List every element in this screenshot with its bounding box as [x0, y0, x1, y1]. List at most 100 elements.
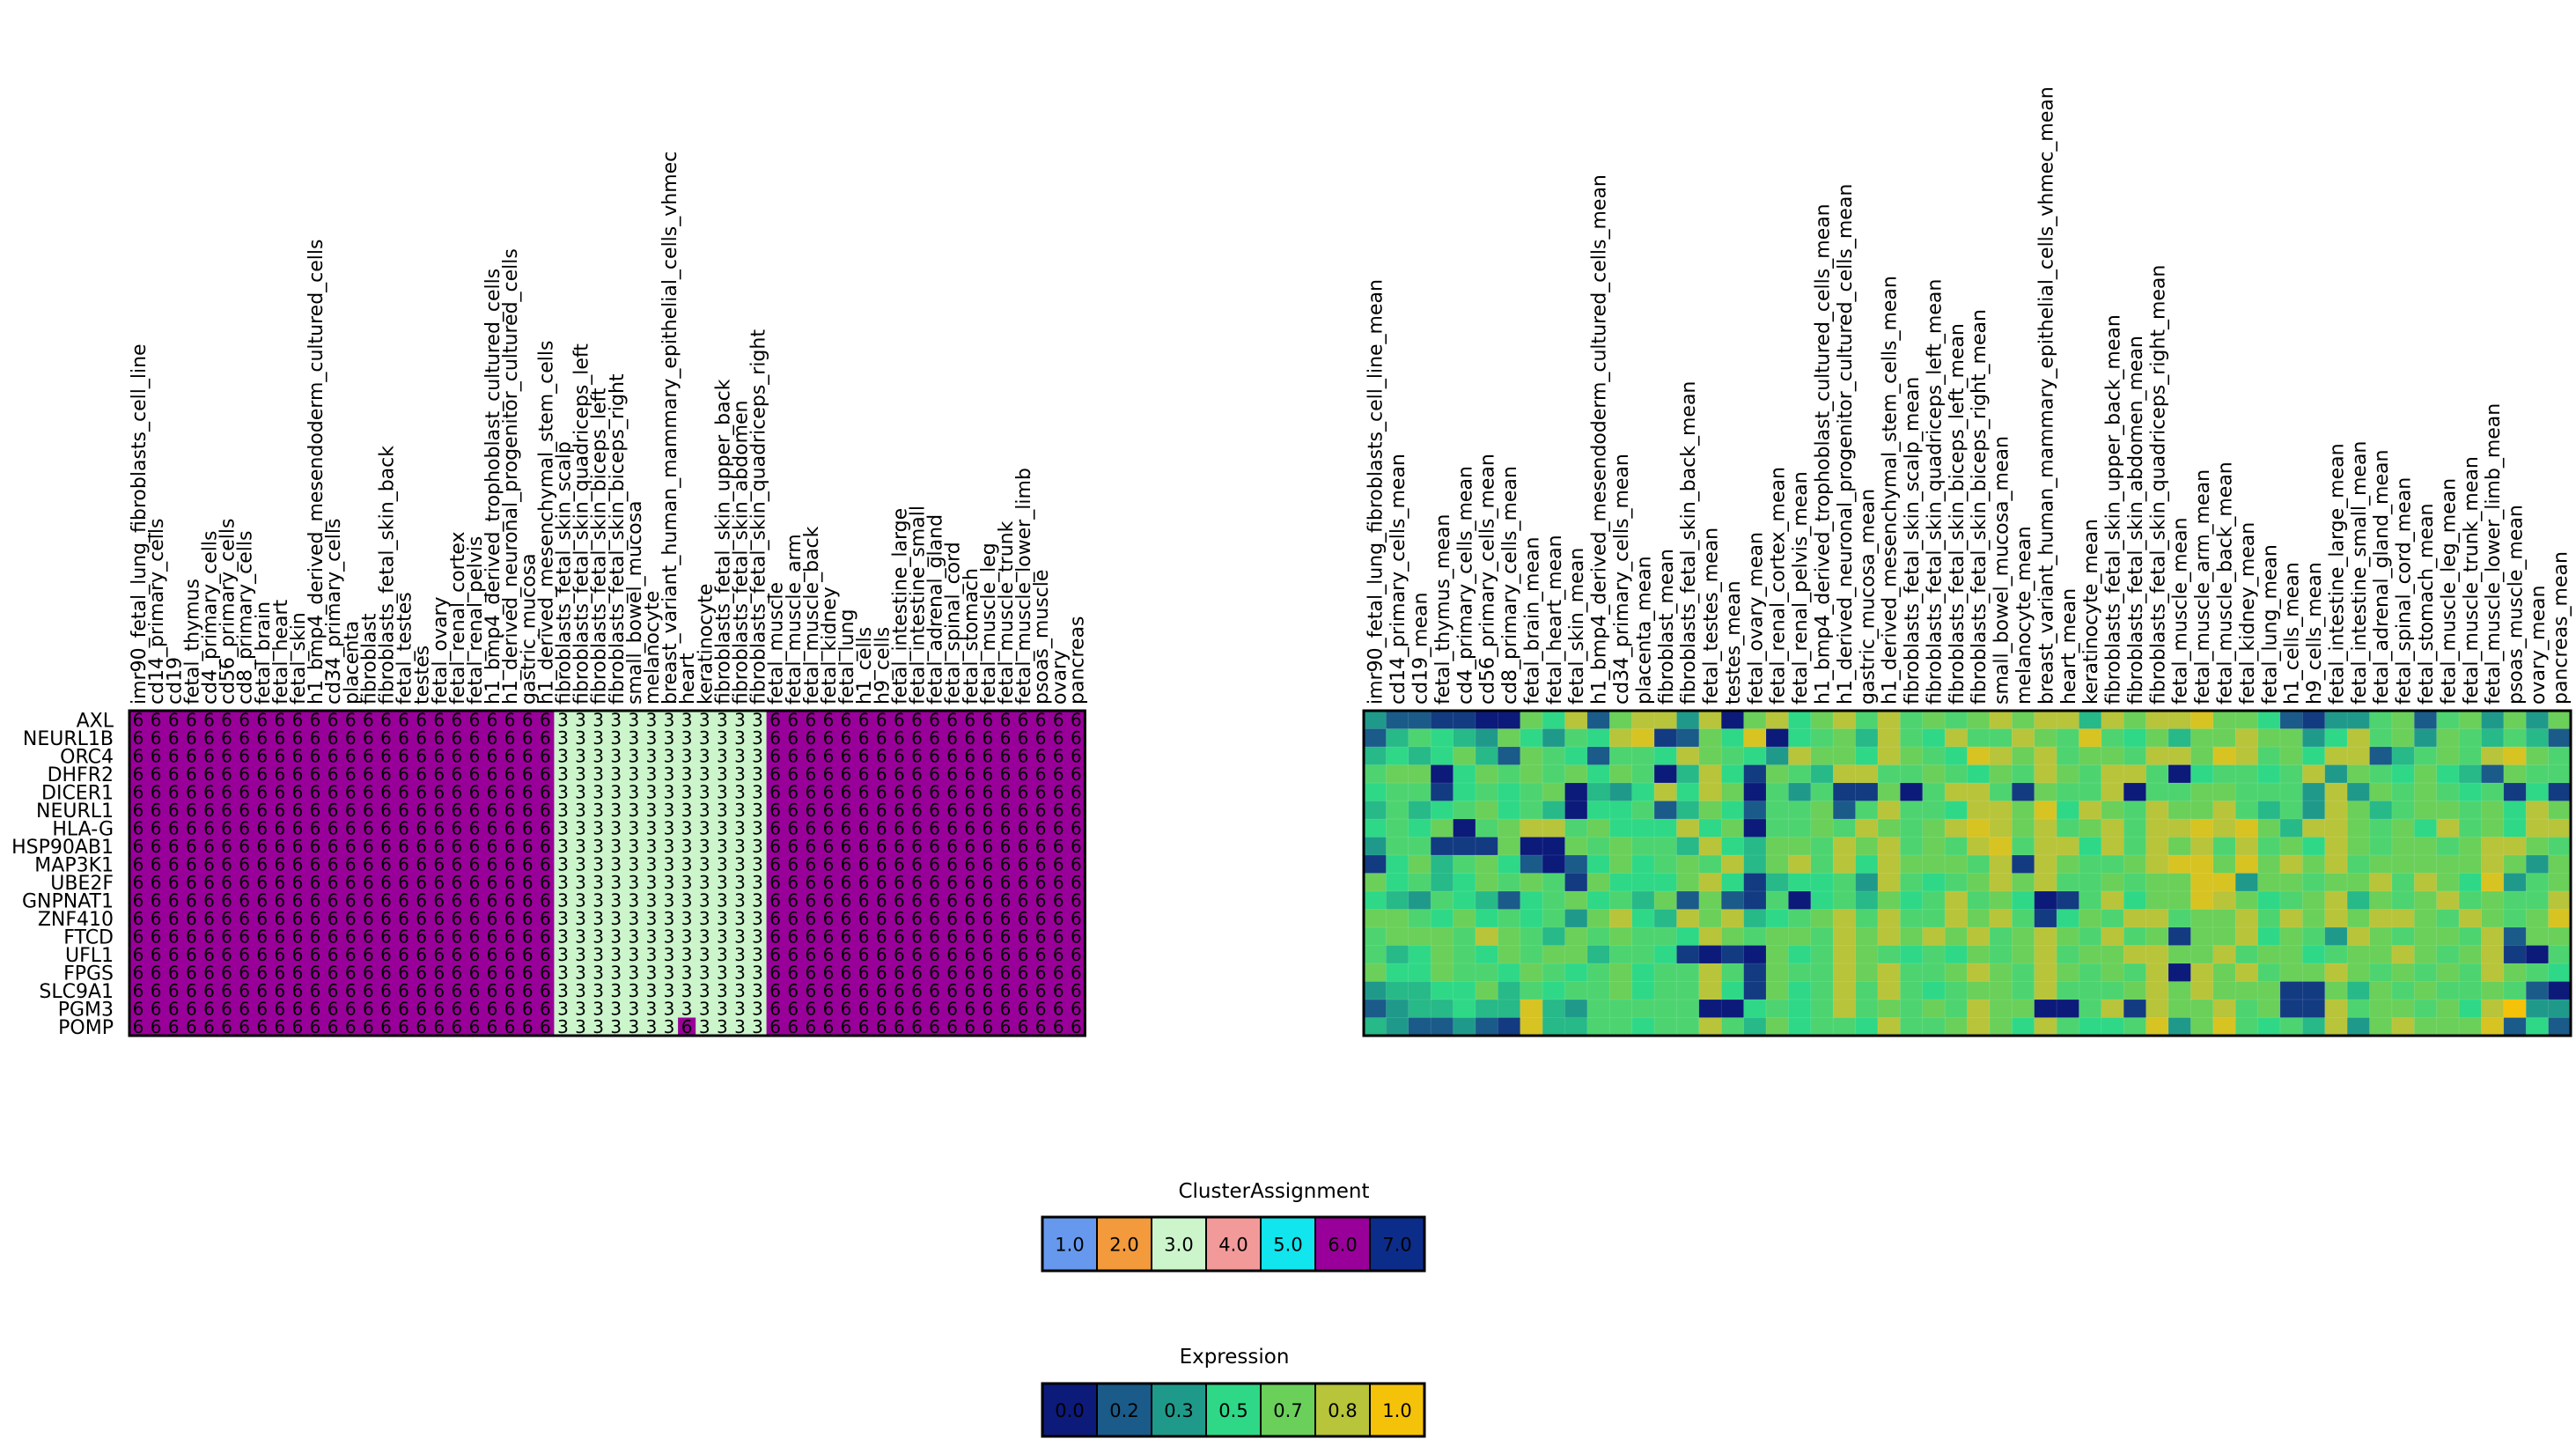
expression-cell: [1720, 981, 1745, 1000]
cluster-cell-label: 6: [964, 998, 975, 1019]
expression-cell: [1765, 837, 1790, 856]
cluster-cell-label: 6: [186, 872, 197, 893]
cluster-cell-label: 6: [380, 764, 392, 785]
cluster-cell-label: 3: [752, 709, 763, 730]
cluster-cell: [589, 801, 608, 820]
cluster-cell: [165, 819, 183, 838]
cluster-cell-label: 3: [699, 836, 710, 857]
cluster-cell-label: 3: [557, 889, 569, 911]
cluster-cell-label: 6: [894, 817, 905, 838]
expression-cell: [2056, 890, 2080, 911]
cluster-cell-label: 6: [929, 889, 940, 911]
cluster-cell-label: 3: [557, 836, 569, 857]
cluster-cell-label: 6: [186, 836, 197, 857]
cluster-cell-label: 6: [451, 836, 462, 857]
cluster-cell: [642, 783, 661, 801]
cluster-cell: [1032, 747, 1050, 765]
expression-cell: [1363, 801, 1387, 820]
cluster-cell: [1032, 945, 1050, 964]
cluster-cell-label: 6: [522, 962, 534, 983]
expression-cell: [1944, 890, 1969, 911]
expression-cell: [1520, 1017, 1543, 1037]
column-label: imr90_fetal_lung_fibroblasts_cell_line: [129, 343, 151, 705]
cluster-cell-label: 6: [841, 944, 852, 965]
cluster-cell-label: 6: [946, 727, 958, 749]
cluster-cell-label: 3: [610, 889, 622, 911]
cluster-cell: [359, 747, 378, 765]
cluster-cell-label: 6: [310, 980, 321, 1001]
cluster-cell-label: 6: [168, 980, 180, 1001]
expression-cell: [1967, 963, 1991, 983]
cluster-cell-label: 6: [787, 727, 799, 749]
cluster-cell-label: 6: [769, 944, 781, 965]
cluster-cell: [908, 819, 926, 838]
expression-cell: [2481, 1017, 2505, 1037]
expression-cell: [2548, 782, 2572, 802]
cluster-cell-label: 6: [876, 889, 887, 911]
cluster-cell: [306, 764, 325, 784]
expression-cell: [2324, 873, 2348, 892]
cluster-cell-label: 6: [168, 709, 180, 730]
cluster-cell: [342, 728, 360, 748]
cluster-cell: [908, 801, 926, 820]
cluster-cell: [678, 1017, 696, 1037]
cluster-cell-label: 6: [345, 872, 357, 893]
cluster-cell: [465, 855, 484, 874]
cluster-cell: [324, 1000, 342, 1018]
cluster-cell-label: 3: [646, 853, 658, 874]
expression-cell: [1408, 1017, 1432, 1037]
cluster-cell: [696, 855, 714, 874]
cluster-cell-label: 6: [894, 727, 905, 749]
cluster-cell-label: 6: [221, 889, 232, 911]
expression-cell: [2548, 1017, 2572, 1037]
cluster-cell-label: 6: [1053, 1016, 1064, 1037]
cluster-cell-label: 6: [151, 1016, 162, 1037]
cluster-cell-label: 6: [133, 908, 144, 929]
cluster-cell-label: 6: [964, 962, 975, 983]
expression-cell: [1520, 890, 1543, 911]
expression-cell: [2525, 945, 2550, 964]
expression-cell: [2503, 945, 2527, 964]
cluster-cell-label: 6: [522, 800, 534, 821]
expression-cell: [2413, 1017, 2438, 1037]
expression-cell: [1363, 873, 1387, 892]
expression-cell: [1900, 801, 1924, 820]
cluster-cell-label: 6: [911, 727, 923, 749]
expression-cell: [1542, 945, 1566, 964]
expression-cell: [1586, 801, 1610, 820]
cluster-cell-label: 6: [186, 998, 197, 1019]
cluster-cell-label: 6: [805, 836, 816, 857]
cluster-cell-label: 6: [221, 764, 232, 785]
expression-cell: [1363, 999, 1387, 1019]
cluster-cell-label: 6: [982, 709, 993, 730]
cluster-cell: [607, 927, 626, 946]
expression-cell: [2324, 945, 2348, 964]
expression-cell: [1720, 782, 1745, 802]
cluster-cell-label: 6: [876, 800, 887, 821]
cluster-cell: [713, 909, 732, 928]
cluster-cell: [696, 891, 714, 910]
cluster-cell: [837, 747, 856, 765]
cluster-cell-label: 6: [929, 908, 940, 929]
expression-cell: [1810, 746, 1834, 766]
cluster-cell: [1014, 747, 1033, 765]
expression-cell: [1676, 999, 1700, 1019]
cluster-cell-label: 6: [133, 853, 144, 874]
cluster-cell-label: 3: [752, 800, 763, 821]
cluster-cell: [801, 927, 821, 946]
cluster-cell-label: 6: [274, 908, 285, 929]
expression-cell: [1698, 782, 1722, 802]
cluster-cell: [890, 837, 909, 856]
cluster-cell-label: 3: [664, 1016, 675, 1037]
cluster-cell-label: 6: [982, 800, 993, 821]
cluster-cell: [1014, 891, 1033, 910]
cluster-cell: [270, 909, 290, 928]
expression-cell: [2123, 764, 2147, 784]
cluster-cell-label: 6: [416, 998, 427, 1019]
cluster-cell-label: 6: [239, 1016, 250, 1037]
column-label: placenta_mean: [1633, 556, 1655, 705]
expression-cell: [2391, 746, 2415, 766]
cluster-cell-label: 6: [398, 817, 409, 838]
expression-cell: [1653, 854, 1678, 874]
expression-cell: [1430, 854, 1454, 874]
